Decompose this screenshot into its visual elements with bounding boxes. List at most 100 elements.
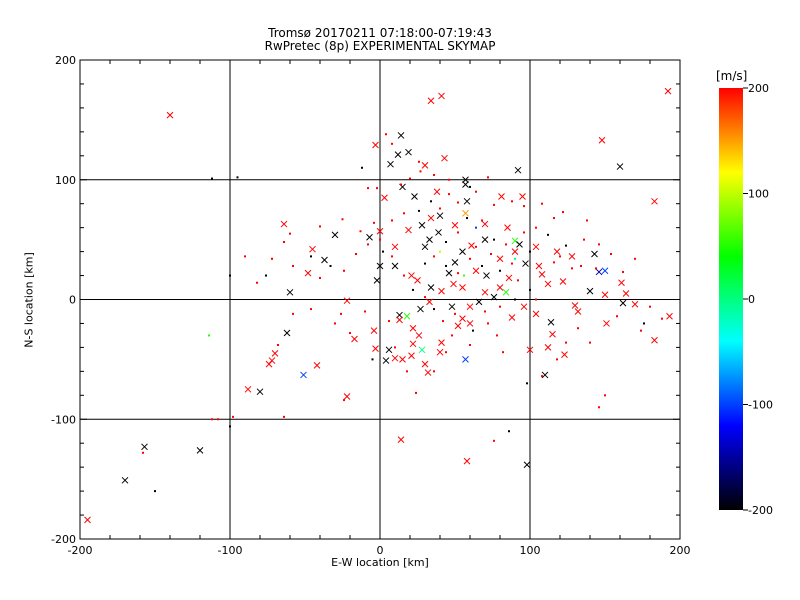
data-point-dot bbox=[595, 267, 597, 270]
colorbar-tick-label: 0 bbox=[748, 293, 755, 306]
data-point-x bbox=[516, 241, 523, 248]
data-point-x bbox=[300, 371, 307, 379]
data-point-x bbox=[532, 243, 540, 251]
data-point-dot bbox=[388, 320, 390, 323]
data-point-x bbox=[498, 193, 505, 200]
data-point-x bbox=[304, 269, 312, 277]
data-point-x bbox=[651, 197, 658, 205]
data-point-dot bbox=[376, 187, 378, 190]
data-point-x bbox=[397, 132, 405, 139]
data-point-dot bbox=[292, 312, 294, 315]
data-point-dot bbox=[571, 267, 573, 270]
data-point-dot bbox=[236, 176, 239, 179]
data-point-x bbox=[483, 272, 490, 279]
data-point-x bbox=[418, 221, 426, 229]
data-point-x bbox=[601, 291, 609, 299]
data-point-dot bbox=[481, 264, 483, 267]
data-point-x bbox=[391, 262, 399, 270]
data-point-x bbox=[522, 260, 529, 267]
data-point-dot bbox=[341, 218, 344, 221]
data-point-x bbox=[496, 255, 504, 263]
data-point-dot bbox=[523, 231, 525, 234]
data-point-dot bbox=[622, 270, 624, 273]
data-point-dot bbox=[493, 439, 495, 442]
data-point-x bbox=[309, 245, 316, 253]
data-point-x bbox=[544, 280, 552, 288]
data-point-x bbox=[448, 303, 456, 311]
data-point-dot bbox=[229, 425, 231, 428]
colorbar-tick-label: 100 bbox=[748, 188, 769, 201]
data-point-dot bbox=[442, 320, 444, 323]
data-point-dot bbox=[505, 243, 507, 246]
data-point-dot bbox=[433, 308, 435, 311]
data-point-x bbox=[547, 318, 555, 326]
data-point-dot bbox=[535, 226, 537, 229]
data-point-dot bbox=[373, 221, 375, 224]
data-point-dot bbox=[457, 272, 459, 275]
data-point-dot bbox=[391, 219, 393, 222]
data-point-x bbox=[505, 274, 513, 282]
data-point-dot bbox=[208, 334, 210, 337]
data-point-dot bbox=[508, 430, 510, 433]
data-point-dot bbox=[329, 264, 332, 267]
data-point-x bbox=[595, 268, 603, 276]
x-tick-label: 100 bbox=[520, 544, 541, 557]
data-point-x bbox=[481, 288, 489, 296]
data-point-x bbox=[286, 288, 294, 296]
data-point-dot bbox=[361, 166, 363, 169]
data-point-x bbox=[424, 369, 432, 376]
data-point-x bbox=[244, 385, 252, 393]
data-point-dot bbox=[403, 212, 405, 215]
data-point-x bbox=[394, 151, 402, 158]
data-point-dot bbox=[556, 358, 558, 361]
data-point-dot bbox=[343, 399, 345, 402]
data-point-x bbox=[441, 154, 448, 162]
data-point-dot bbox=[490, 252, 492, 255]
data-point-dot bbox=[472, 329, 474, 332]
data-point-x bbox=[372, 345, 379, 352]
data-point-dot bbox=[598, 406, 600, 409]
data-point-dot bbox=[379, 238, 381, 241]
data-point-x bbox=[603, 320, 610, 327]
data-point-dot bbox=[244, 255, 246, 258]
data-point-x bbox=[462, 181, 469, 188]
data-point-x bbox=[481, 220, 489, 228]
data-point-x bbox=[568, 253, 576, 260]
data-point-x bbox=[343, 393, 351, 400]
data-point-dot bbox=[371, 358, 374, 361]
data-point-dot bbox=[451, 334, 453, 337]
data-point-x bbox=[421, 360, 429, 368]
data-point-x bbox=[463, 457, 471, 465]
x-tick-label: 200 bbox=[670, 544, 691, 557]
data-point-dot bbox=[640, 329, 642, 332]
y-tick-label: 0 bbox=[69, 294, 76, 307]
data-point-x bbox=[351, 335, 358, 343]
data-point-dot bbox=[319, 276, 321, 279]
data-point-x bbox=[574, 308, 582, 315]
data-point-x bbox=[396, 316, 403, 324]
data-point-dot bbox=[355, 252, 357, 255]
data-point-dot bbox=[529, 288, 531, 291]
y-tick-label: 200 bbox=[55, 54, 76, 67]
data-point-dot bbox=[433, 370, 435, 373]
colorbar-unit-label: [m/s] bbox=[716, 69, 748, 83]
data-point-dot bbox=[448, 178, 450, 181]
data-point-x bbox=[631, 300, 639, 308]
data-point-dot bbox=[319, 225, 321, 228]
colorbar-gradient bbox=[719, 88, 743, 510]
data-point-dot bbox=[484, 310, 486, 313]
data-point-dot bbox=[142, 451, 144, 454]
data-point-x bbox=[549, 330, 556, 338]
data-point-x bbox=[475, 298, 483, 306]
data-point-dot bbox=[541, 375, 543, 378]
data-point-x bbox=[382, 357, 390, 364]
data-point-x bbox=[468, 242, 475, 249]
data-point-x bbox=[387, 160, 394, 168]
data-point-x bbox=[166, 111, 174, 119]
data-point-x bbox=[535, 262, 543, 270]
data-point-x bbox=[616, 163, 624, 170]
data-point-x bbox=[438, 287, 445, 295]
data-point-x bbox=[472, 267, 480, 275]
data-point-dot bbox=[469, 257, 471, 260]
y-tick-label: 100 bbox=[55, 174, 76, 187]
